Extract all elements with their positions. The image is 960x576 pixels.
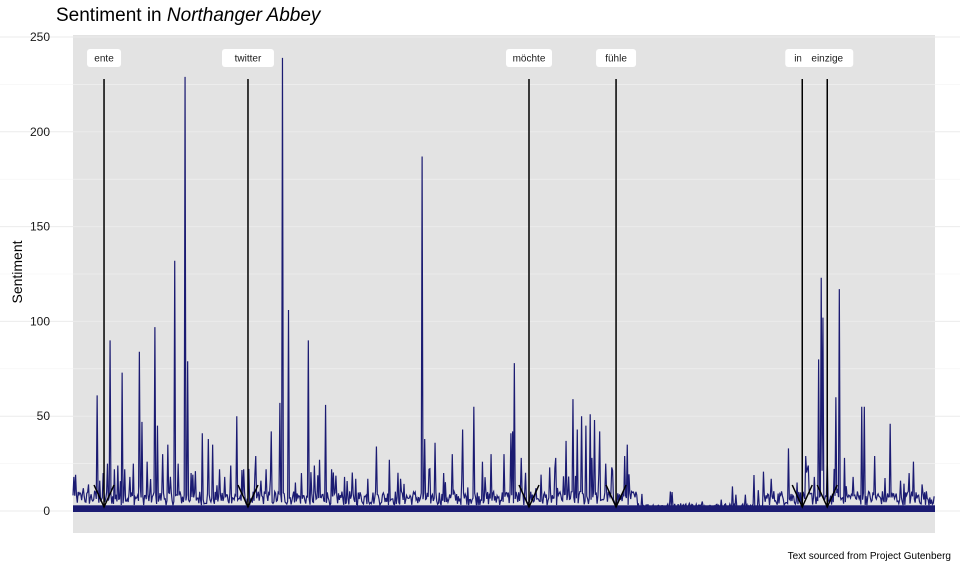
chart-title: Sentiment in Northanger Abbey xyxy=(56,5,320,27)
y-tick-label: 250 xyxy=(30,30,50,44)
annotation-arrow-head xyxy=(791,484,813,509)
grid-lines xyxy=(0,36,960,512)
chart-title-prefix: Sentiment in xyxy=(56,5,167,26)
word-annotations: entetwittermöchtefühleinfoeinzige xyxy=(87,49,854,509)
y-tick-label: 50 xyxy=(37,409,51,423)
annotation-label-box xyxy=(505,49,552,67)
annotation-label-box xyxy=(87,49,122,67)
y-tick-label: 150 xyxy=(30,220,50,234)
plot-panel xyxy=(73,35,935,533)
y-tick-label: 100 xyxy=(30,314,50,328)
annotation-twitter: twitter xyxy=(221,49,274,509)
annotation-label-box xyxy=(801,49,854,67)
annotation-label: einzige xyxy=(811,54,843,65)
sentiment-line xyxy=(72,57,935,511)
chart-caption: Text sourced from Project Gutenberg xyxy=(787,551,951,562)
chart-title-italic: Northanger Abbey xyxy=(166,5,321,26)
sentiment-baseline-band xyxy=(73,505,935,512)
sentiment-series xyxy=(72,57,935,512)
annotation-label: möchte xyxy=(513,54,546,65)
annotation-arrow-head xyxy=(237,484,259,509)
annotation-arrow-head xyxy=(93,484,115,509)
y-tick-label: 0 xyxy=(43,504,50,518)
annotation-arrow-head xyxy=(518,484,540,509)
annotation-fühle: fühle xyxy=(596,49,637,509)
annotation-arrow-head xyxy=(605,484,627,509)
y-axis-ticks: 0 50 100 150 200 250 xyxy=(30,30,50,518)
annotation-label: ente xyxy=(94,54,114,65)
annotation-label: fühle xyxy=(605,54,627,65)
annotation-einzige: einzige xyxy=(801,49,854,509)
annotation-möchte: möchte xyxy=(505,49,552,509)
annotation-arrow-head xyxy=(816,484,838,509)
annotation-label-box xyxy=(596,49,637,67)
y-tick-label: 200 xyxy=(30,125,50,139)
annotation-label: twitter xyxy=(235,54,262,65)
annotation-ente: ente xyxy=(87,49,122,509)
annotation-label-box xyxy=(221,49,274,67)
